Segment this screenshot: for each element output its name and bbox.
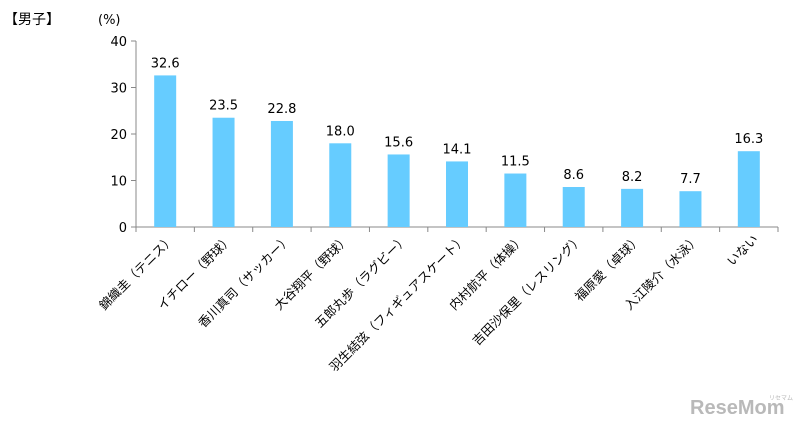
- bar: [504, 173, 527, 227]
- logo-text: ReseMom: [690, 397, 784, 419]
- data-label: 18.0: [326, 124, 355, 139]
- data-label: 8.6: [563, 168, 584, 183]
- data-label: 8.2: [622, 170, 643, 185]
- group-label: 【男子】: [4, 12, 60, 28]
- value-labels: 32.6 23.5 22.8 18.0 15.6 14.1 11.5 8.6 8.2 7.7 16.…: [151, 56, 764, 187]
- bar: [212, 117, 235, 227]
- bar: [621, 188, 644, 227]
- data-label: 23.5: [209, 99, 238, 114]
- y-tick-label: 30: [110, 82, 127, 97]
- data-label: 32.6: [151, 56, 180, 71]
- bar: [154, 75, 177, 227]
- data-label: 15.6: [384, 135, 413, 150]
- bar: [737, 151, 760, 227]
- bar: [679, 191, 702, 227]
- y-tick-label: 0: [119, 221, 127, 236]
- category-labels: 錦織圭（テニス）イチロー（野球）香川真司（サッカー）大谷翔平（野球）五郎丸歩（ラ…: [96, 232, 761, 375]
- bar: [270, 120, 293, 227]
- category-label: いない: [724, 232, 761, 269]
- data-label: 11.5: [501, 155, 530, 170]
- data-label: 16.3: [734, 132, 763, 147]
- axes: 0 10 20 30 40: [110, 35, 779, 236]
- y-axis-unit: (%): [98, 13, 121, 28]
- data-label: 22.8: [267, 102, 296, 117]
- y-tick-label: 40: [110, 35, 127, 50]
- y-tick-label: 10: [110, 175, 127, 190]
- bar: [446, 161, 468, 227]
- bar: [329, 143, 352, 227]
- category-label: 吉田沙保里（レスリング）: [469, 232, 586, 349]
- data-label: 14.1: [443, 142, 472, 157]
- bar: [562, 187, 585, 227]
- data-label: 7.7: [680, 172, 701, 187]
- logo-subtext: リセマム: [769, 395, 793, 402]
- resemom-logo: ReseMom リセマム: [690, 395, 793, 419]
- bar: [387, 154, 410, 227]
- y-tick-label: 20: [110, 128, 127, 143]
- bars: [154, 75, 760, 227]
